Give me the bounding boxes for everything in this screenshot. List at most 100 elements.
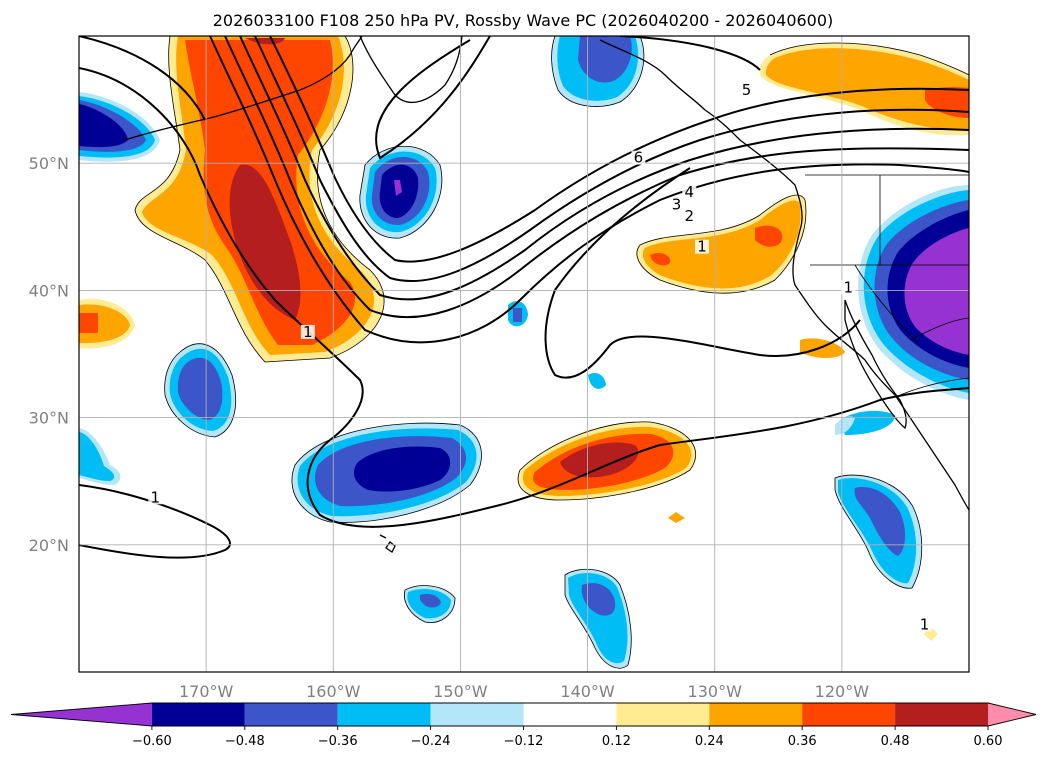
- pv-contour-label: 5: [742, 81, 752, 99]
- pv-contour-6-west: [79, 36, 206, 121]
- lon-tick-label: 170°W: [179, 682, 234, 701]
- pv-contour-3: [224, 36, 969, 319]
- colorbar-swatch: [244, 703, 338, 726]
- positive-anomaly-california-red: [755, 225, 783, 247]
- negative-anomaly-left-mid-cyan: [79, 432, 115, 481]
- lon-tick-label: 120°W: [815, 682, 870, 701]
- negative-anomaly-left-top-navy: [79, 104, 128, 148]
- lat-tick-label: 30°N: [29, 409, 69, 428]
- pv-contours: [79, 36, 969, 559]
- pv-label-background: [669, 197, 684, 212]
- positive-anomaly-baja: [800, 338, 845, 358]
- coastlines: [124, 36, 969, 553]
- pv-label-background: [739, 83, 754, 98]
- negative-anomaly-southeast-blue: [854, 487, 906, 556]
- colorbar-tick-label: −0.48: [225, 734, 265, 749]
- positive-anomaly-west-darkred: [229, 164, 301, 320]
- pv-contour-1-southwest: [79, 484, 231, 559]
- colorbar-tick-label: 0.36: [788, 734, 817, 749]
- colorbar-tick-label: −0.12: [504, 734, 544, 749]
- pv-contour-1-east: [375, 36, 491, 160]
- lon-tick-label: 160°W: [306, 682, 361, 701]
- colorbar-swatch: [895, 703, 988, 726]
- pv-contour-1-loop: [544, 167, 861, 379]
- pv-contour-4: [239, 36, 969, 301]
- colorbar-swatch: [802, 703, 896, 726]
- pv-contour-label: 2: [685, 207, 695, 225]
- colorbar-tick-label: −0.24: [411, 734, 451, 749]
- negative-anomaly-north-blue: [578, 36, 632, 83]
- negative-anomaly-midpacific-purple: [394, 180, 402, 196]
- pv-contour-5: [254, 36, 969, 283]
- figure-title: 2026033100 F108 250 hPa PV, Rossby Wave …: [213, 11, 834, 30]
- positive-anomaly-california-orange: [642, 200, 801, 289]
- pv-contour-label: 1: [843, 278, 853, 296]
- pv-label-background: [841, 280, 856, 295]
- pv-contour-label: 4: [685, 183, 695, 201]
- pv-contour-label: 3: [672, 196, 682, 214]
- lat-tick-label: 40°N: [29, 281, 69, 300]
- lat-tick-label: 20°N: [29, 536, 69, 555]
- negative-anomaly-baja-coast-light: [835, 416, 855, 435]
- positive-anomaly-subtropical-darkred: [560, 442, 639, 478]
- colorbar-tick-label: −0.60: [132, 734, 172, 749]
- lon-tick-label: 150°W: [433, 682, 488, 701]
- pv-contour-label: 1: [920, 615, 930, 633]
- state-borders: [805, 174, 969, 396]
- colorbar-min-extension: [11, 703, 152, 726]
- negative-anomaly-west-subtropics-blue: [177, 357, 223, 420]
- negative-anomaly-south-blue: [581, 583, 616, 616]
- colorbar-tick-label: 0.60: [974, 734, 1003, 749]
- alaska-coast: [359, 36, 463, 104]
- positive-anomaly-left-edge-red: [79, 313, 98, 333]
- negative-anomaly-small-2: [588, 373, 606, 389]
- pv-label-background: [917, 617, 932, 632]
- colorbar-swatch: [430, 703, 524, 726]
- colorbar-swatch: [616, 703, 710, 726]
- negative-anomaly-baja-coast: [840, 410, 895, 435]
- negative-anomaly-great-basin-purple: [904, 228, 969, 355]
- longitude-labels: 170°W 160°W 150°W 140°W 130°W 120°W: [179, 682, 869, 701]
- positive-anomaly-california-red2: [650, 252, 671, 266]
- colorbar-tick-label: 0.24: [695, 734, 724, 749]
- pv-contour-label: 1: [697, 238, 707, 256]
- alaska-islands: [124, 36, 363, 141]
- lat-tick-label: 50°N: [29, 154, 69, 173]
- pv-contour-label: 1: [151, 488, 161, 506]
- pv-contour-label: 6: [634, 149, 644, 167]
- colorbar-swatch: [523, 703, 617, 726]
- pv-label-background: [682, 209, 697, 224]
- pv-contour-1-main: [79, 67, 969, 528]
- negative-anomaly-hawaii-navy: [353, 446, 451, 492]
- pv-label-background: [695, 239, 709, 254]
- positive-anomaly-west-patch: [245, 38, 285, 45]
- pv-shading: [79, 36, 969, 669]
- colorbar-tick-label: −0.36: [318, 734, 358, 749]
- negative-anomaly-south-2-blue: [420, 593, 441, 608]
- pv-label-background: [300, 324, 315, 339]
- negative-anomaly-small-center-blue: [513, 308, 522, 322]
- lon-tick-label: 130°W: [688, 682, 743, 701]
- pv-label-background: [631, 150, 646, 165]
- north-america-coast: [599, 39, 969, 511]
- colorbar: −0.60 −0.48 −0.36 −0.24 −0.12 0.12 0.24 0.36 0.4…: [10, 702, 1037, 749]
- pv-contour-6: [269, 36, 969, 263]
- pv-label-background: [682, 185, 697, 199]
- anomaly-outline-contours: [134, 36, 969, 669]
- pv-contour-1-subtropical: [619, 36, 761, 71]
- map-frame: [78, 35, 970, 673]
- colorbar-max-extension: [988, 703, 1036, 726]
- colorbar-swatch: [337, 703, 431, 726]
- baja-peninsula: [844, 299, 907, 430]
- lon-tick-label: 140°W: [560, 682, 615, 701]
- pv-contour-label: 1: [303, 323, 313, 341]
- map-gridlines: [79, 36, 969, 672]
- colorbar-tick-label: 0.12: [602, 734, 631, 749]
- pv-label-background: [148, 490, 163, 505]
- positive-anomaly-northeast-red: [925, 87, 969, 118]
- positive-anomaly-small-1: [668, 512, 685, 523]
- pv-contour-2: [209, 36, 969, 344]
